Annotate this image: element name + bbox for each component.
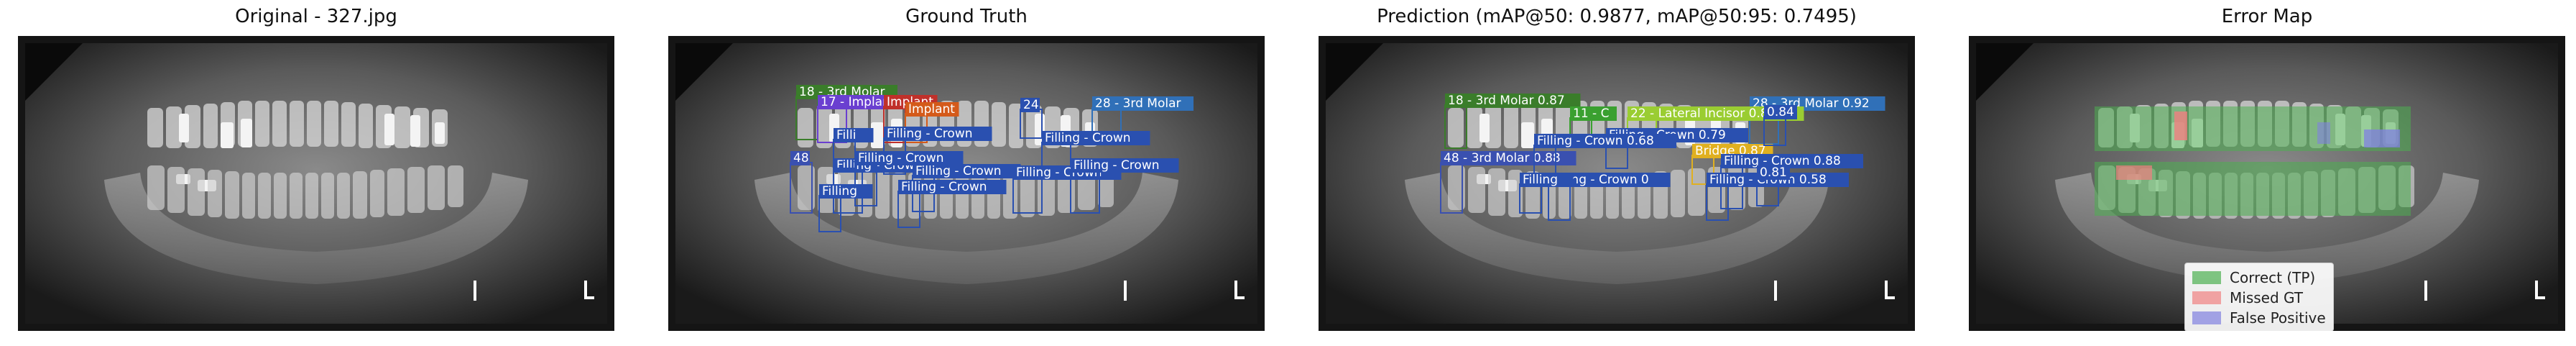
panel-error-map: Error Map Correct (TP) [1969, 0, 2565, 346]
annotation-label: Filli [833, 128, 874, 169]
annotation-label: 48 - 3rd Molar 0.88 [1440, 151, 1576, 214]
error-overlay [2095, 106, 2411, 216]
annotation-label: 18 - 3rd Molar 0.87 [1444, 94, 1581, 149]
annotation-text: 11 - C [1573, 106, 1609, 121]
annotation-label: 24 [1020, 98, 1043, 139]
annotation-text: 48 [793, 151, 809, 165]
annotation-text: 24 [1023, 98, 1039, 112]
xray-svg: 18 - 3rd Molar 0.87 28 - 3rd Molar 0.9211… [1319, 36, 1915, 331]
legend-label: Missed GT [2230, 289, 2304, 306]
legend-item: False Positive [2192, 308, 2326, 328]
annotation-label: 11 - C [1569, 106, 1617, 147]
annotation-label: 0.81 [1756, 165, 1790, 206]
annotation-label: Filling - Crown 0.88 [1720, 154, 1863, 209]
annotation-text: Filling - Crown [1074, 158, 1160, 173]
legend-label: False Positive [2230, 309, 2326, 327]
annotation-text: Filling - Crown [1045, 131, 1131, 145]
annotation-text: Filling - Crown [887, 127, 973, 141]
legend-swatch [2192, 311, 2221, 324]
annotation-text: Filling - Crown 0 [1551, 173, 1649, 187]
annotation-text: Filling - Crown 0.88 [1724, 154, 1841, 168]
xray-image: 18 - 3rd Molar 0.87 28 - 3rd Molar 0.92 11… [1319, 36, 1915, 331]
annotation-text: 28 - 3rd Molar [1095, 96, 1181, 111]
annotation-label: Filling - Crown [1070, 158, 1179, 214]
legend-label: Correct (TP) [2230, 269, 2316, 286]
annotation-text: 48 - 3rd Molar 0.88 [1444, 151, 1561, 165]
annotation-label: Filling - Crown 0 [1548, 173, 1671, 221]
panel-title: Error Map [2221, 6, 2313, 27]
annotation-label: 22 - Lateral Incisor 0.83 [1627, 106, 1804, 147]
panel-title: Original - 327.jpg [235, 6, 397, 27]
annotation-label: 17 - Implant [817, 95, 905, 143]
xray-svg [18, 36, 614, 331]
panel-title: Prediction (mAP@50: 0.9877, mAP@50:95: 0… [1377, 6, 1857, 27]
legend-item: Correct (TP) [2192, 268, 2326, 288]
annotation-text: 22 - Lateral Incisor 0.83 [1630, 106, 1776, 121]
annotation-label: 0.84 [1763, 105, 1797, 146]
panel-original: Original - 327.jpg [18, 0, 614, 346]
legend-swatch [2192, 271, 2221, 284]
annotation-label: Filling [1519, 173, 1574, 214]
xray-image: Correct (TP) Missed GT False Positive [1969, 36, 2565, 331]
annotation-text: 0.81 [1760, 165, 1787, 180]
annotation-text: Filling - Crown [858, 151, 944, 165]
panel-prediction: Prediction (mAP@50: 0.9877, mAP@50:95: 0… [1319, 0, 1915, 346]
legend-swatch [2192, 291, 2221, 304]
annotation-label: Filling - Crown [883, 127, 992, 175]
annotation-label: Filling - Crown [854, 151, 964, 206]
annotation-text: Implant [908, 102, 955, 117]
annotation-text: Filli [836, 128, 856, 142]
annotation-text: Filling [822, 184, 857, 199]
pred-annotation-boxes: 18 - 3rd Molar 0.87 28 - 3rd Molar 0.9211… [1440, 94, 1885, 221]
annotation-text: 17 - Implant [821, 95, 895, 109]
annotation-label: 48 [790, 151, 813, 214]
annotation-text: Filling - Crown 0.68 [1537, 134, 1654, 148]
xray-svg [1969, 36, 2565, 331]
panel-title: Ground Truth [905, 6, 1028, 27]
annotation-label: Filling - Crown [1041, 131, 1150, 172]
annotation-label: Filling - Crown 0.68 [1533, 134, 1676, 182]
legend-item: Missed GT [2192, 288, 2326, 308]
annotation-text: Filling [1523, 173, 1558, 187]
annotation-label: Filling [818, 184, 873, 232]
panel-ground-truth: Ground Truth 18 - 3rd Molar 17 - Implant I… [668, 0, 1265, 346]
legend: Correct (TP) Missed GT False Positive [2184, 263, 2334, 331]
xray-image [18, 36, 614, 331]
annotation-label: Filling - Crown [897, 180, 1007, 228]
annotation-label: Implant [905, 102, 959, 143]
annotation-text: Filling - Crown [915, 164, 1002, 178]
annotation-text: 0.84 [1767, 105, 1794, 119]
annotation-text: 18 - 3rd Molar 0.87 [1448, 94, 1565, 108]
annotation-text: Filling - Crown [901, 180, 987, 194]
